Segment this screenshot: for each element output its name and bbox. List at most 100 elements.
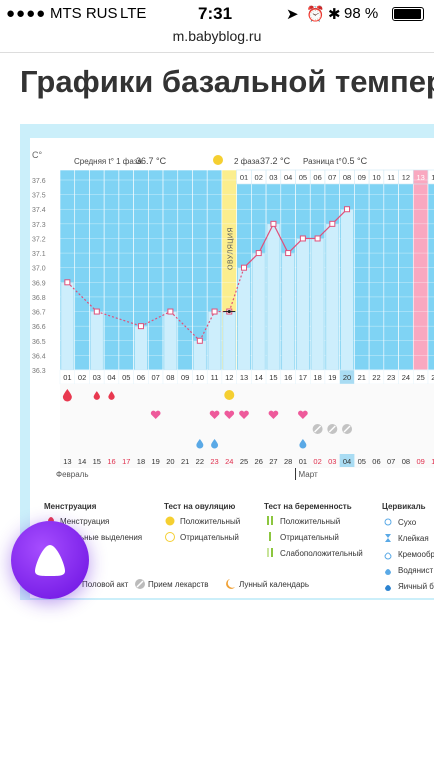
data-point (270, 220, 277, 227)
alice-icon (35, 545, 65, 576)
day-label: 20 (343, 373, 351, 382)
day-label: 13 (240, 373, 248, 382)
month-label: Март (299, 470, 318, 479)
phase2-label: 2 фаза (234, 157, 260, 166)
cervical-drop-icon (211, 439, 219, 449)
temperature-bar (222, 311, 236, 371)
legend: Менструация Менструация Обильные выделен… (44, 502, 434, 591)
y-tick-label: 36.8 (32, 295, 46, 302)
date-label: 28 (284, 457, 292, 466)
temperature-bar (340, 208, 354, 371)
phase2-value: 37.2 °С (260, 156, 291, 166)
bbt-chart-card: С° Средняя t° 1 фаза 36.7 °С 2 фаза 37.2… (30, 138, 434, 598)
day-column (412, 169, 429, 371)
diff-value: 0.5 °С (342, 156, 368, 166)
day-label: 22 (372, 373, 380, 382)
day-column (74, 169, 90, 371)
day-label: 24 (402, 373, 410, 382)
date-label: 20 (166, 457, 174, 466)
date-label: 16 (107, 457, 115, 466)
date-label: 25 (240, 457, 248, 466)
markers-background (60, 384, 434, 468)
series-line-segment (199, 311, 216, 342)
day-label: 21 (358, 373, 366, 382)
series-line-segment (66, 281, 98, 312)
top-day-label: 12 (402, 173, 410, 182)
alice-assistant-button[interactable] (11, 521, 89, 599)
data-point (344, 206, 351, 213)
y-tick-label: 37.0 (32, 266, 46, 273)
alarm-icon: ⏰ (306, 6, 325, 23)
phase1-value: 36.7 °С (136, 156, 167, 166)
phase1-label: Средняя t° 1 фаза (74, 157, 142, 166)
status-bar: ●●●● MTS RUS LTE 7:31 ➤ ⏰ ✱ 98 % (0, 0, 434, 28)
day-label: 26 (431, 373, 434, 382)
data-point (137, 323, 144, 330)
y-tick-label: 36.4 (32, 353, 46, 360)
y-tick-label: 36.5 (32, 339, 46, 346)
date-label: 22 (196, 457, 204, 466)
blood-drop-icon (62, 389, 72, 402)
data-point (196, 337, 203, 344)
temperature-bar (310, 238, 325, 371)
legend-cervical-item: Сухо (398, 518, 417, 527)
ovulation-label: ОВУЛЯЦИЯ (227, 227, 234, 270)
date-label: 05 (358, 457, 366, 466)
temperature-bar (60, 282, 74, 371)
day-label: 18 (313, 373, 321, 382)
top-day-label: 06 (313, 173, 321, 182)
temperature-bar (207, 311, 222, 371)
bbt-chart: С° Средняя t° 1 фаза 36.7 °С 2 фаза 37.2… (32, 150, 434, 591)
date-label: 04 (343, 457, 351, 466)
y-tick-label: 36.6 (32, 324, 46, 331)
day-label: 03 (93, 373, 101, 382)
y-tick-label: 36.9 (32, 280, 46, 287)
clock: 7:31 (198, 4, 233, 23)
day-label: 02 (78, 373, 86, 382)
day-label: 17 (299, 373, 307, 382)
temperature-bar (252, 252, 266, 371)
date-label: 06 (372, 457, 380, 466)
series-line-segment (272, 223, 289, 254)
y-tick-label: 36.3 (32, 368, 46, 375)
legend-cervical-title: Цервикаль (382, 502, 426, 511)
data-point (64, 279, 71, 286)
top-day-label: 07 (328, 173, 336, 182)
day-cell (427, 369, 434, 385)
day-label: 11 (211, 373, 219, 382)
series-line-segment (258, 223, 274, 254)
date-label: 15 (93, 457, 101, 466)
y-unit-label: С° (32, 150, 42, 160)
heart-icon (298, 410, 308, 419)
heart-icon (268, 410, 279, 419)
battery-label: 98 % (344, 5, 379, 22)
date-label: 02 (313, 457, 321, 466)
temperature-bar (325, 223, 339, 371)
pill-icon-stroke (328, 425, 336, 433)
data-point (314, 235, 321, 242)
temperature-bar (296, 238, 310, 371)
day-label: 16 (284, 373, 292, 382)
url-bar[interactable]: m.babyblog.ru (172, 28, 262, 44)
ov-negative-icon (165, 532, 175, 542)
y-tick-label: 37.2 (32, 236, 46, 243)
legend-menstruation-item: Обильные выделения (60, 533, 142, 542)
bbt-chart-embed: С° Средняя t° 1 фаза 36.7 °С 2 фаза 37.2… (20, 124, 434, 600)
day-label: 10 (196, 373, 204, 382)
heart-icon (209, 410, 220, 419)
day-label: 15 (269, 373, 277, 382)
cervical-drop-icon (299, 439, 307, 449)
blood-drop-icon (108, 391, 115, 400)
legend-ovtest-title: Тест на овуляцию (164, 502, 235, 511)
top-day-label: 03 (269, 173, 277, 182)
top-day-label: 10 (372, 173, 380, 182)
legend-ovtest-item: Положительный (180, 517, 240, 526)
sticky-icon (385, 534, 391, 542)
day-column (398, 169, 414, 371)
legend-menstruation-item: Менструация (60, 517, 109, 526)
legend-cervical-item: Водянист (398, 566, 433, 575)
legend-menstruation-title: Менструация (44, 502, 97, 511)
date-label: 01 (299, 457, 307, 466)
date-label: 24 (225, 457, 233, 466)
day-label: 01 (63, 373, 71, 382)
